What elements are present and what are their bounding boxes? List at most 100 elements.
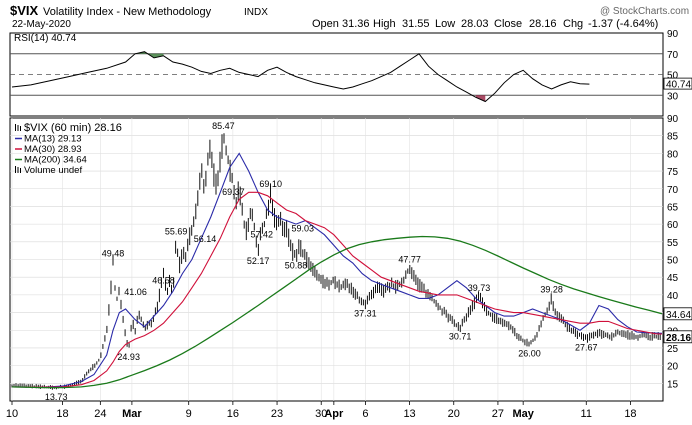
moving-averages xyxy=(11,152,663,389)
rsi-tag-box xyxy=(663,77,692,90)
price-annotation: 49.48 xyxy=(102,248,125,258)
price-annotation: 30.71 xyxy=(449,332,472,342)
rsi-title: RSI(14) 40.74 xyxy=(14,33,77,44)
rsi-tick-label: 30 xyxy=(667,91,679,102)
x-tick-label: 23 xyxy=(271,408,283,420)
ma200-line xyxy=(11,235,663,389)
symbol-title: $VIX xyxy=(10,3,39,18)
x-tick-label: 18 xyxy=(624,408,636,420)
price-tick-label: 65 xyxy=(667,202,679,213)
price-annotation: 52.17 xyxy=(247,256,270,266)
low-value: 28.03 xyxy=(461,18,489,30)
price-panel: 15202530354045505560657075808590 101824M… xyxy=(6,114,692,420)
rsi-grid xyxy=(10,53,663,96)
legend-swatch xyxy=(15,166,21,173)
price-tick-label: 60 xyxy=(667,220,679,231)
price-bars xyxy=(11,133,661,390)
price-annotation: 27.67 xyxy=(575,343,598,353)
legend-label: Volume undef xyxy=(24,165,82,176)
price-annotation: 46.58 xyxy=(152,276,175,286)
ohlc-readout: Open 31.36 High 31.55 Low 28.03 Close 28… xyxy=(312,18,658,30)
chart-date: 22-May-2020 xyxy=(12,19,71,30)
low-label: Low xyxy=(435,18,455,30)
rsi-last-value-tag: 40.74 xyxy=(663,77,692,91)
price-annotation: 69.10 xyxy=(259,179,282,189)
rsi-tick-label: 50 xyxy=(667,71,679,82)
change-value: -1.37 (-4.64%) xyxy=(588,18,658,30)
price-tick-label: 40 xyxy=(667,291,679,302)
value-tag-box xyxy=(663,330,692,344)
price-grid xyxy=(10,118,663,401)
x-tick-label: 16 xyxy=(227,408,239,420)
exchange-label: INDX xyxy=(244,7,268,18)
x-tick-label: May xyxy=(512,408,534,420)
price-annotation: 85.47 xyxy=(212,121,235,131)
price-annotation: 47.77 xyxy=(398,254,421,264)
price-annotation: 37.31 xyxy=(354,308,377,318)
price-annotation: 55.69 xyxy=(165,226,188,236)
legend-swatch xyxy=(15,124,21,131)
x-tick-label: 11 xyxy=(581,408,592,420)
legend-label: MA(30) 28.93 xyxy=(24,144,82,155)
close-label: Close xyxy=(494,18,522,30)
x-tick-label: 18 xyxy=(56,408,68,420)
watermark: @ StockCharts.com xyxy=(600,6,689,17)
price-tick-label: 50 xyxy=(667,256,679,267)
price-annotation: 39.28 xyxy=(540,284,563,294)
open-label: Open xyxy=(312,18,339,30)
x-tick-label: 10 xyxy=(6,408,18,420)
ma30-line xyxy=(11,191,663,388)
open-value: 31.36 xyxy=(342,18,370,30)
price-tick-label: 15 xyxy=(667,379,679,390)
price-tick-label: 75 xyxy=(667,167,679,178)
price-tick-label: 20 xyxy=(667,362,679,373)
x-tick-label: 9 xyxy=(186,408,192,420)
index-name: Volatility Index - New Methodology xyxy=(43,6,212,18)
price-tick-label: 45 xyxy=(667,273,679,284)
value-tag-label: 34.64 xyxy=(666,310,691,321)
legend-label: MA(13) 29.13 xyxy=(24,134,82,145)
value-tag-label: 28.16 xyxy=(666,333,691,344)
x-tick-label: 27 xyxy=(492,408,504,420)
high-value: 31.55 xyxy=(402,18,430,30)
legend-label: $VIX (60 min) 28.16 xyxy=(24,122,122,134)
value-tag-box xyxy=(663,307,692,321)
rsi-last-value: 40.74 xyxy=(666,80,691,91)
rsi-axis: 30 50 70 90 xyxy=(667,29,679,102)
price-annotation: 26.00 xyxy=(518,348,541,358)
x-tick-label: 6 xyxy=(362,408,368,420)
price-tick-label: 55 xyxy=(667,238,679,249)
price-annotation: 13.73 xyxy=(45,392,68,402)
ma13-line xyxy=(11,152,663,388)
price-tick-label: 70 xyxy=(667,185,679,196)
change-label: Chg xyxy=(563,18,583,30)
price-annotation: 56.14 xyxy=(194,234,217,244)
price-annotations: 13.73 49.48 41.06 24.93 46.58 55.69 56.14 69.37… xyxy=(45,121,598,402)
x-tick-label: Mar xyxy=(122,408,142,420)
price-tick-label: 90 xyxy=(667,114,679,125)
x-tick-label: 20 xyxy=(448,408,460,420)
rsi-tick-label: 70 xyxy=(667,50,679,61)
price-y-axis: 15202530354045505560657075808590 xyxy=(667,114,679,390)
price-annotation: 24.93 xyxy=(117,352,140,362)
high-label: High xyxy=(373,18,396,30)
right-value-tags: 34.64 28.16 xyxy=(663,307,692,344)
rsi-line xyxy=(11,51,590,103)
price-annotation: 39.73 xyxy=(468,283,491,293)
price-annotation: 69.37 xyxy=(222,187,245,197)
rsi-tick-label: 90 xyxy=(667,29,679,40)
rsi-panel: 30 50 70 90 RSI(14) 40.74 40.74 xyxy=(9,29,692,117)
price-tick-label: 85 xyxy=(667,132,679,143)
close-value: 28.16 xyxy=(529,18,557,30)
x-tick-label: 24 xyxy=(94,408,106,420)
price-tick-label: 25 xyxy=(667,344,679,355)
price-annotation: 50.88 xyxy=(285,260,308,270)
x-tick-label: Apr xyxy=(324,408,344,420)
x-tick-label: 13 xyxy=(403,408,415,420)
price-annotation: 59.03 xyxy=(292,224,315,234)
legend-label: MA(200) 34.64 xyxy=(24,155,87,166)
